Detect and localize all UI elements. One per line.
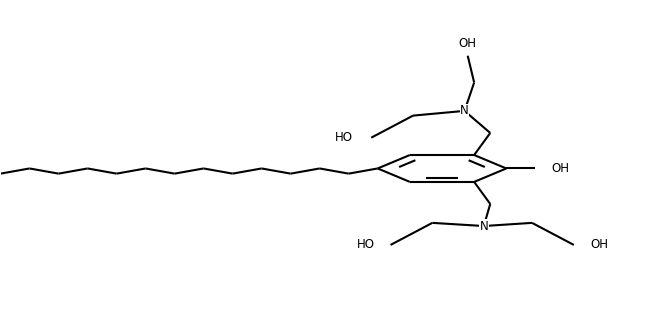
Text: OH: OH <box>459 37 477 50</box>
Text: HO: HO <box>335 131 353 144</box>
Text: HO: HO <box>357 238 375 252</box>
Text: N: N <box>479 219 488 232</box>
Text: OH: OH <box>590 238 608 252</box>
Text: OH: OH <box>551 162 569 175</box>
Text: N: N <box>460 104 469 117</box>
